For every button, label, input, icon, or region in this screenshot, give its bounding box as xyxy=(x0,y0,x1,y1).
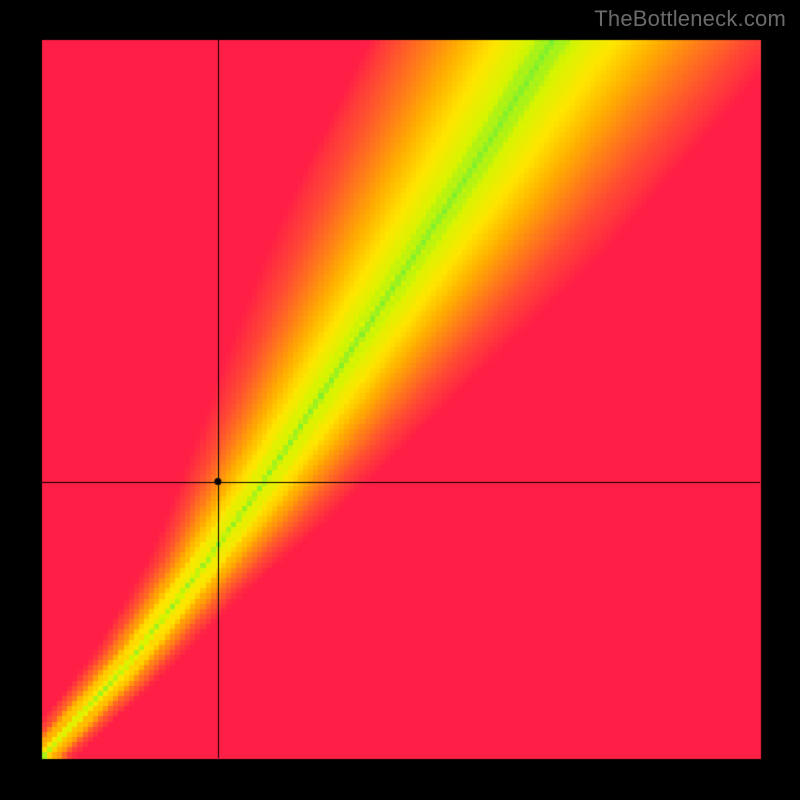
watermark-text: TheBottleneck.com xyxy=(594,6,786,32)
bottleneck-heatmap xyxy=(0,0,800,800)
